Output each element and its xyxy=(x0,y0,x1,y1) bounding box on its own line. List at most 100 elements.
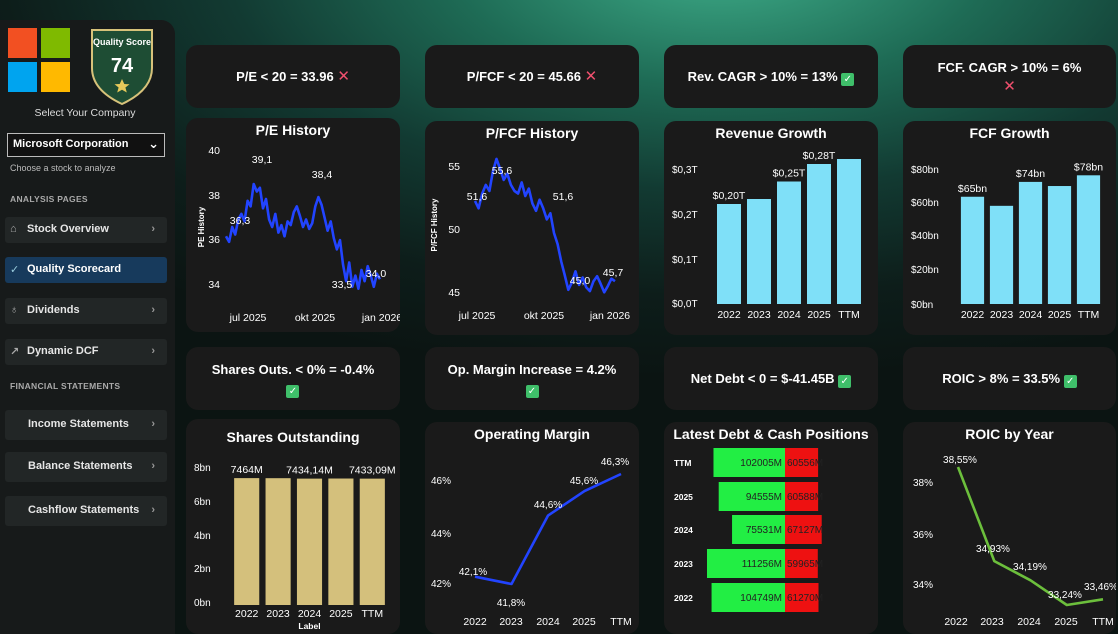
nav-income-statements[interactable]: Income Statements › xyxy=(5,410,167,440)
pfcf-history-chart: P/FCF History 55 50 45 jul 2025 okt 2025 jan 2… xyxy=(430,157,630,322)
bar xyxy=(1047,186,1072,304)
home-icon: ⌂ xyxy=(10,223,17,235)
data-label: 38,55% xyxy=(943,455,977,466)
x-tick-label: 2022 xyxy=(235,608,259,620)
chevron-right-icon: › xyxy=(151,223,155,235)
x-tick-label: TTM xyxy=(610,616,632,628)
x-tick-label: jan 2026 xyxy=(361,312,400,324)
y-tick-label: 42% xyxy=(431,579,451,590)
data-label: 41,8% xyxy=(497,598,525,609)
kpi-fcf-cagr: FCF. CAGR > 10% = 6% ✕ xyxy=(903,45,1116,108)
nav-label: Cashflow Statements xyxy=(28,504,140,516)
y-tick-label: 2bn xyxy=(194,564,211,575)
debt-bar xyxy=(713,448,785,477)
chevron-right-icon: › xyxy=(151,345,155,357)
company-select[interactable]: Microsoft Corporation ⌄ xyxy=(7,133,165,157)
nav-label: Income Statements xyxy=(28,418,129,430)
kpi-pe-text: P/E < 20 = 33.96 xyxy=(236,69,334,84)
nav-quality-scorecard[interactable]: ✓ Quality Scorecard xyxy=(5,257,167,283)
data-label: $0,20T xyxy=(713,190,746,202)
y-tick-label: 38% xyxy=(913,478,933,489)
kpi-rev-text: Rev. CAGR > 10% = 13% xyxy=(687,69,838,84)
kpi-shares: Shares Outs. < 0% = -0.4% ✓ xyxy=(186,347,400,410)
nav-dividends[interactable]: ♁ Dividends › xyxy=(5,298,167,324)
debt-label: 111256M xyxy=(742,559,782,570)
bar xyxy=(837,159,861,304)
bar xyxy=(960,196,985,304)
cross-icon: ✕ xyxy=(584,68,598,85)
chart-title: ROIC by Year xyxy=(965,426,1054,442)
chart-title: Operating Margin xyxy=(474,426,590,442)
cash-label: 60556M xyxy=(787,458,823,469)
kpi-shares-text: Shares Outs. < 0% = -0.4% xyxy=(211,361,375,377)
data-label: $0,25T xyxy=(773,168,806,180)
x-tick-label: 2022 xyxy=(961,309,985,321)
financial-statements-header: FINANCIAL STATEMENTS xyxy=(10,381,121,391)
series-line xyxy=(474,472,622,586)
trend-icon: ↗ xyxy=(10,346,20,358)
y-tick-label: $20bn xyxy=(911,265,939,276)
x-tick-label: 2023 xyxy=(266,608,290,620)
debt-cash-chart: TTM 102005M 60556M 2025 94555M 60588M 2024 7553… xyxy=(674,448,823,612)
cash-bar xyxy=(785,448,819,477)
x-tick-label: okt 2025 xyxy=(295,312,335,324)
data-label: 46,3% xyxy=(601,457,629,468)
chart-title: FCF Growth xyxy=(969,125,1050,141)
bar xyxy=(807,164,831,304)
bar xyxy=(1018,181,1043,304)
data-label: 51,6 xyxy=(553,191,574,203)
nav-balance-statements[interactable]: Balance Statements › xyxy=(5,452,167,482)
select-company-label: Select Your Company xyxy=(34,107,136,119)
cross-icon: ✕ xyxy=(1003,77,1016,95)
chevron-right-icon: › xyxy=(151,418,155,430)
x-tick-label: 2023 xyxy=(499,616,523,628)
kpi-fcf-text: FCF. CAGR > 10% = 6% xyxy=(937,59,1082,75)
revenue-growth-chart: $0,3T $0,2T $0,1T $0,0T 2022 $0,20T 2023 2024 $0… xyxy=(672,150,861,321)
y-axis-label: PE History xyxy=(197,206,206,247)
cross-icon: ✕ xyxy=(337,68,350,85)
data-label: $65bn xyxy=(958,183,987,195)
nav-cashflow-statements[interactable]: Cashflow Statements › xyxy=(5,496,167,526)
data-label: 7433,09M xyxy=(349,465,396,477)
checkmark-icon: ✓ xyxy=(838,375,852,388)
bar xyxy=(234,478,260,605)
select-hint: Choose a stock to analyze xyxy=(10,163,116,173)
data-label: 45,7 xyxy=(603,267,624,279)
chevron-right-icon: › xyxy=(151,304,155,316)
series-line xyxy=(956,466,1104,607)
y-tick-label: 34% xyxy=(913,580,933,591)
bar xyxy=(777,181,801,304)
y-tick-label: 50 xyxy=(448,224,460,236)
kpi-pfcf: P/FCF < 20 = 45.66 ✕ xyxy=(425,45,639,108)
data-label: 34,93% xyxy=(976,544,1010,555)
y-tick-label: 6bn xyxy=(194,497,211,508)
chevron-right-icon: › xyxy=(151,460,155,472)
kpi-pfcf-text: P/FCF < 20 = 45.66 xyxy=(466,69,581,84)
operating-margin-chart: 46% 44% 42% 2022 42,1% 2023 41,8% 2024 44,6% 2025… xyxy=(431,457,632,628)
y-tick-label: 46% xyxy=(431,476,451,487)
data-label: 33,5 xyxy=(332,279,353,291)
cash-bar xyxy=(785,482,819,511)
row-label: TTM xyxy=(674,458,691,468)
data-label: 39,1 xyxy=(252,154,273,166)
y-tick-label: 0bn xyxy=(194,598,211,609)
x-tick-label: 2025 xyxy=(572,616,596,628)
debt-cash-card: Latest Debt & Cash Positions TTM 102005M 6… xyxy=(664,422,878,634)
kpi-opm-text: Op. Margin Increase = 4.2% xyxy=(447,361,617,377)
data-label: 44,6% xyxy=(534,500,562,511)
y-tick-label: 45 xyxy=(448,287,460,299)
shares-outstanding-card: Shares Outstanding 8bn 6bn 4bn 2bn 0bn 2022 74… xyxy=(186,419,400,634)
cash-label: 60588M xyxy=(787,492,823,503)
data-label: 38,4 xyxy=(312,169,333,181)
nav-stock-overview[interactable]: ⌂ Stock Overview › xyxy=(5,217,167,243)
row-label: 2022 xyxy=(674,593,693,603)
x-tick-label: 2025 xyxy=(1048,309,1072,321)
x-tick-label: 2023 xyxy=(980,616,1004,628)
data-label: 33,24% xyxy=(1048,590,1082,601)
row-label: 2025 xyxy=(674,492,693,502)
nav-dynamic-dcf[interactable]: ↗ Dynamic DCF › xyxy=(5,339,167,365)
shares-outstanding-chart: 8bn 6bn 4bn 2bn 0bn 2022 7464M 2023 2024 7434,14M… xyxy=(194,463,396,631)
quality-score-value: 74 xyxy=(111,55,134,77)
debt-bar xyxy=(707,549,785,578)
nav-label: Balance Statements xyxy=(28,460,133,472)
